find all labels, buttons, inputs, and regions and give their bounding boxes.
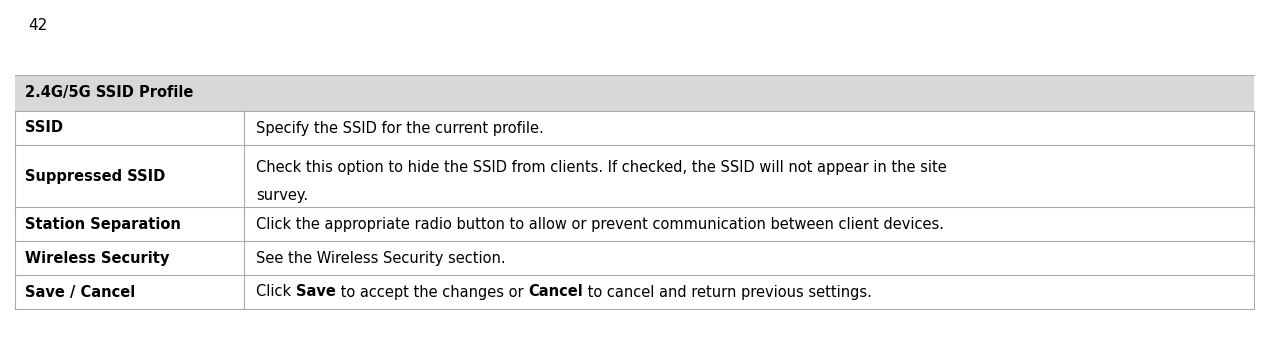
Text: Save / Cancel: Save / Cancel — [25, 285, 136, 300]
Text: Specify the SSID for the current profile.: Specify the SSID for the current profile… — [256, 121, 544, 135]
Text: Station Separation: Station Separation — [25, 217, 181, 232]
Text: Click the appropriate radio button to allow or prevent communication between cli: Click the appropriate radio button to al… — [256, 217, 944, 232]
Text: 2.4G/5G SSID Profile: 2.4G/5G SSID Profile — [25, 86, 193, 101]
Text: to cancel and return previous settings.: to cancel and return previous settings. — [582, 285, 872, 300]
Text: Check this option to hide the SSID from clients. If checked, the SSID will not a: Check this option to hide the SSID from … — [256, 160, 947, 175]
Text: to accept the changes or: to accept the changes or — [336, 285, 528, 300]
Text: Wireless Security: Wireless Security — [25, 251, 169, 266]
Text: See the Wireless Security section.: See the Wireless Security section. — [256, 251, 506, 266]
Text: SSID: SSID — [25, 121, 63, 135]
Text: Save: Save — [296, 285, 336, 300]
Text: survey.: survey. — [256, 188, 308, 203]
Bar — [15, 75, 1254, 111]
Text: Click: Click — [256, 285, 296, 300]
Text: Cancel: Cancel — [528, 285, 582, 300]
Text: Suppressed SSID: Suppressed SSID — [25, 169, 165, 184]
Text: 42: 42 — [28, 18, 47, 33]
